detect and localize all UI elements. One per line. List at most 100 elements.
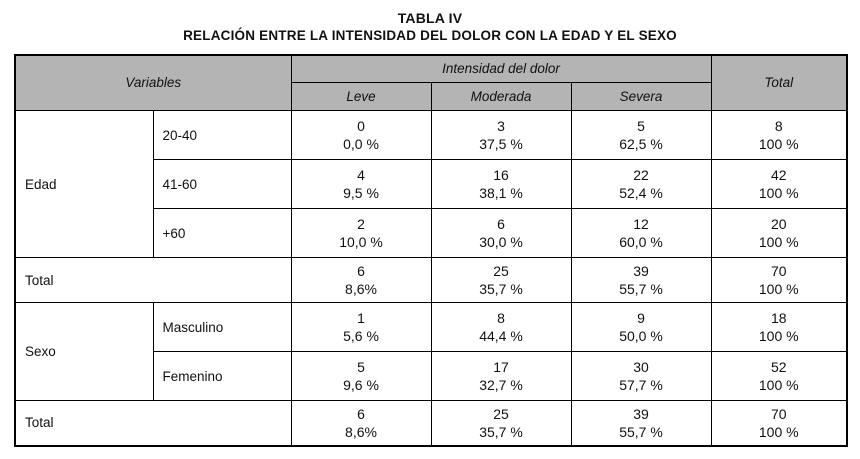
cell-percent: 5,6 % bbox=[343, 328, 379, 345]
table-title: TABLA IV bbox=[397, 10, 463, 26]
cell-edad-60plus-leve: 2 10,0 % bbox=[290, 208, 432, 259]
cell-count: 25 bbox=[493, 263, 509, 280]
header-intensity-group: Intensidad del dolor bbox=[290, 54, 712, 84]
cell-count: 9 bbox=[637, 310, 645, 327]
cell-percent: 55,7 % bbox=[619, 423, 663, 440]
cell-percent: 30,0 % bbox=[479, 234, 523, 251]
cell-percent: 9,5 % bbox=[343, 185, 379, 202]
table-row-edad-41-60: 41-60 4 9,5 % 16 38,1 % 22 52,4 % 42 100… bbox=[15, 159, 848, 210]
cell-masculino-moderada: 8 44,4 % bbox=[430, 302, 572, 353]
cell-count: 8 bbox=[774, 118, 783, 135]
row-label-60plus: +60 bbox=[152, 208, 292, 259]
cell-percent: 9,6 % bbox=[343, 377, 379, 394]
cell-total-sexo-severa: 39 55,7 % bbox=[570, 400, 712, 447]
row-label-41-60: 41-60 bbox=[152, 159, 292, 210]
cell-count: 4 bbox=[357, 167, 365, 184]
cell-edad-20-40-severa: 5 62,5 % bbox=[570, 110, 712, 161]
cell-edad-41-60-moderada: 16 38,1 % bbox=[430, 159, 572, 210]
row-label-femenino: Femenino bbox=[152, 351, 292, 402]
header-variables: Variables bbox=[14, 54, 292, 112]
cell-femenino-total: 52 100 % bbox=[710, 351, 848, 402]
cell-percent: 100 % bbox=[758, 328, 799, 345]
cell-count: 5 bbox=[357, 359, 365, 376]
cell-count: 16 bbox=[493, 167, 509, 184]
cell-edad-60plus-total: 20 100 % bbox=[710, 208, 848, 259]
cell-percent: 35,7 % bbox=[479, 423, 523, 440]
cell-count: 17 bbox=[493, 359, 509, 376]
cell-count: 6 bbox=[357, 405, 365, 422]
header-row-1: Variables Intensidad del dolor Total bbox=[14, 54, 848, 112]
table-body: Edad 20-40 0 0,0 % 3 37,5 % 5 62,5 % 8 1… bbox=[14, 110, 848, 447]
cell-count: 2 bbox=[357, 216, 365, 233]
cell-percent: 100 % bbox=[758, 377, 799, 394]
header-col-moderada: Moderada bbox=[430, 82, 572, 112]
cell-edad-41-60-severa: 22 52,4 % bbox=[570, 159, 712, 210]
cell-count: 30 bbox=[633, 359, 649, 376]
cell-edad-20-40-leve: 0 0,0 % bbox=[290, 110, 432, 161]
cell-total-edad-total: 70 100 % bbox=[710, 257, 848, 304]
cell-edad-41-60-leve: 4 9,5 % bbox=[290, 159, 432, 210]
cell-percent: 8,6% bbox=[345, 281, 377, 298]
cell-edad-60plus-moderada: 6 30,0 % bbox=[430, 208, 572, 259]
cell-percent: 57,7 % bbox=[619, 377, 663, 394]
cell-count: 39 bbox=[633, 263, 649, 280]
cell-count: 5 bbox=[637, 118, 645, 135]
header-total: Total bbox=[710, 54, 848, 112]
cell-count: 6 bbox=[357, 263, 365, 280]
cell-total-edad-moderada: 25 35,7 % bbox=[430, 257, 572, 304]
cell-edad-20-40-total: 8 100 % bbox=[710, 110, 848, 161]
cell-femenino-moderada: 17 32,7 % bbox=[430, 351, 572, 402]
cell-total-edad-severa: 39 55,7 % bbox=[570, 257, 712, 304]
cell-percent: 50,0 % bbox=[619, 328, 663, 345]
row-label-total-edad: Total bbox=[14, 257, 292, 304]
header-col-leve: Leve bbox=[290, 82, 432, 112]
cell-femenino-severa: 30 57,7 % bbox=[570, 351, 712, 402]
cell-count: 70 bbox=[770, 405, 787, 422]
page: TABLA IV RELACIÓN ENTRE LA INTENSIDAD DE… bbox=[14, 10, 848, 447]
cell-total-edad-leve: 6 8,6% bbox=[290, 257, 432, 304]
cell-percent: 100 % bbox=[758, 423, 799, 440]
row-group-edad: Edad bbox=[14, 110, 154, 259]
cell-count: 1 bbox=[357, 310, 365, 327]
cell-count: 0 bbox=[357, 118, 365, 135]
cell-percent: 60,0 % bbox=[619, 234, 663, 251]
table-row-edad-20-40: Edad 20-40 0 0,0 % 3 37,5 % 5 62,5 % 8 1… bbox=[14, 110, 848, 259]
cell-total-sexo-leve: 6 8,6% bbox=[290, 400, 432, 447]
cell-count: 20 bbox=[770, 216, 787, 233]
cell-count: 39 bbox=[633, 405, 649, 422]
cell-count: 3 bbox=[497, 118, 505, 135]
cell-femenino-leve: 5 9,6 % bbox=[290, 351, 432, 402]
cell-masculino-leve: 1 5,6 % bbox=[290, 302, 432, 353]
cell-percent: 100 % bbox=[758, 136, 799, 153]
cell-percent: 8,6% bbox=[345, 423, 377, 440]
cell-count: 70 bbox=[770, 263, 787, 280]
cell-count: 6 bbox=[497, 216, 505, 233]
cell-percent: 32,7 % bbox=[479, 377, 523, 394]
cell-masculino-severa: 9 50,0 % bbox=[570, 302, 712, 353]
cell-percent: 100 % bbox=[758, 281, 799, 298]
cell-edad-41-60-total: 42 100 % bbox=[710, 159, 848, 210]
row-label-20-40: 20-40 bbox=[152, 110, 292, 161]
cell-total-sexo-moderada: 25 35,7 % bbox=[430, 400, 572, 447]
cell-percent: 52,4 % bbox=[619, 185, 663, 202]
cell-percent: 10,0 % bbox=[339, 234, 383, 251]
row-group-sexo: Sexo bbox=[14, 302, 154, 402]
cell-edad-60plus-severa: 12 60,0 % bbox=[570, 208, 712, 259]
cell-count: 12 bbox=[633, 216, 649, 233]
cell-percent: 38,1 % bbox=[479, 185, 523, 202]
cell-masculino-total: 18 100 % bbox=[710, 302, 848, 353]
cell-count: 42 bbox=[770, 167, 787, 184]
cell-edad-20-40-moderada: 3 37,5 % bbox=[430, 110, 572, 161]
cell-percent: 55,7 % bbox=[619, 281, 663, 298]
row-label-masculino: Masculino bbox=[152, 302, 292, 353]
header-col-severa: Severa bbox=[570, 82, 712, 112]
data-table: Variables Intensidad del dolor Total Lev… bbox=[14, 53, 848, 447]
cell-percent: 100 % bbox=[758, 185, 799, 202]
table-subtitle: RELACIÓN ENTRE LA INTENSIDAD DEL DOLOR C… bbox=[183, 28, 677, 44]
cell-percent: 0,0 % bbox=[343, 136, 379, 153]
row-label-total-sexo: Total bbox=[14, 400, 292, 447]
header-row-2: Leve Moderada Severa bbox=[15, 82, 847, 112]
cell-percent: 35,7 % bbox=[479, 281, 523, 298]
table-row-total-edad: Total 6 8,6% 25 35,7 % 39 55,7 % 70 100 … bbox=[14, 257, 848, 304]
cell-count: 52 bbox=[770, 359, 787, 376]
